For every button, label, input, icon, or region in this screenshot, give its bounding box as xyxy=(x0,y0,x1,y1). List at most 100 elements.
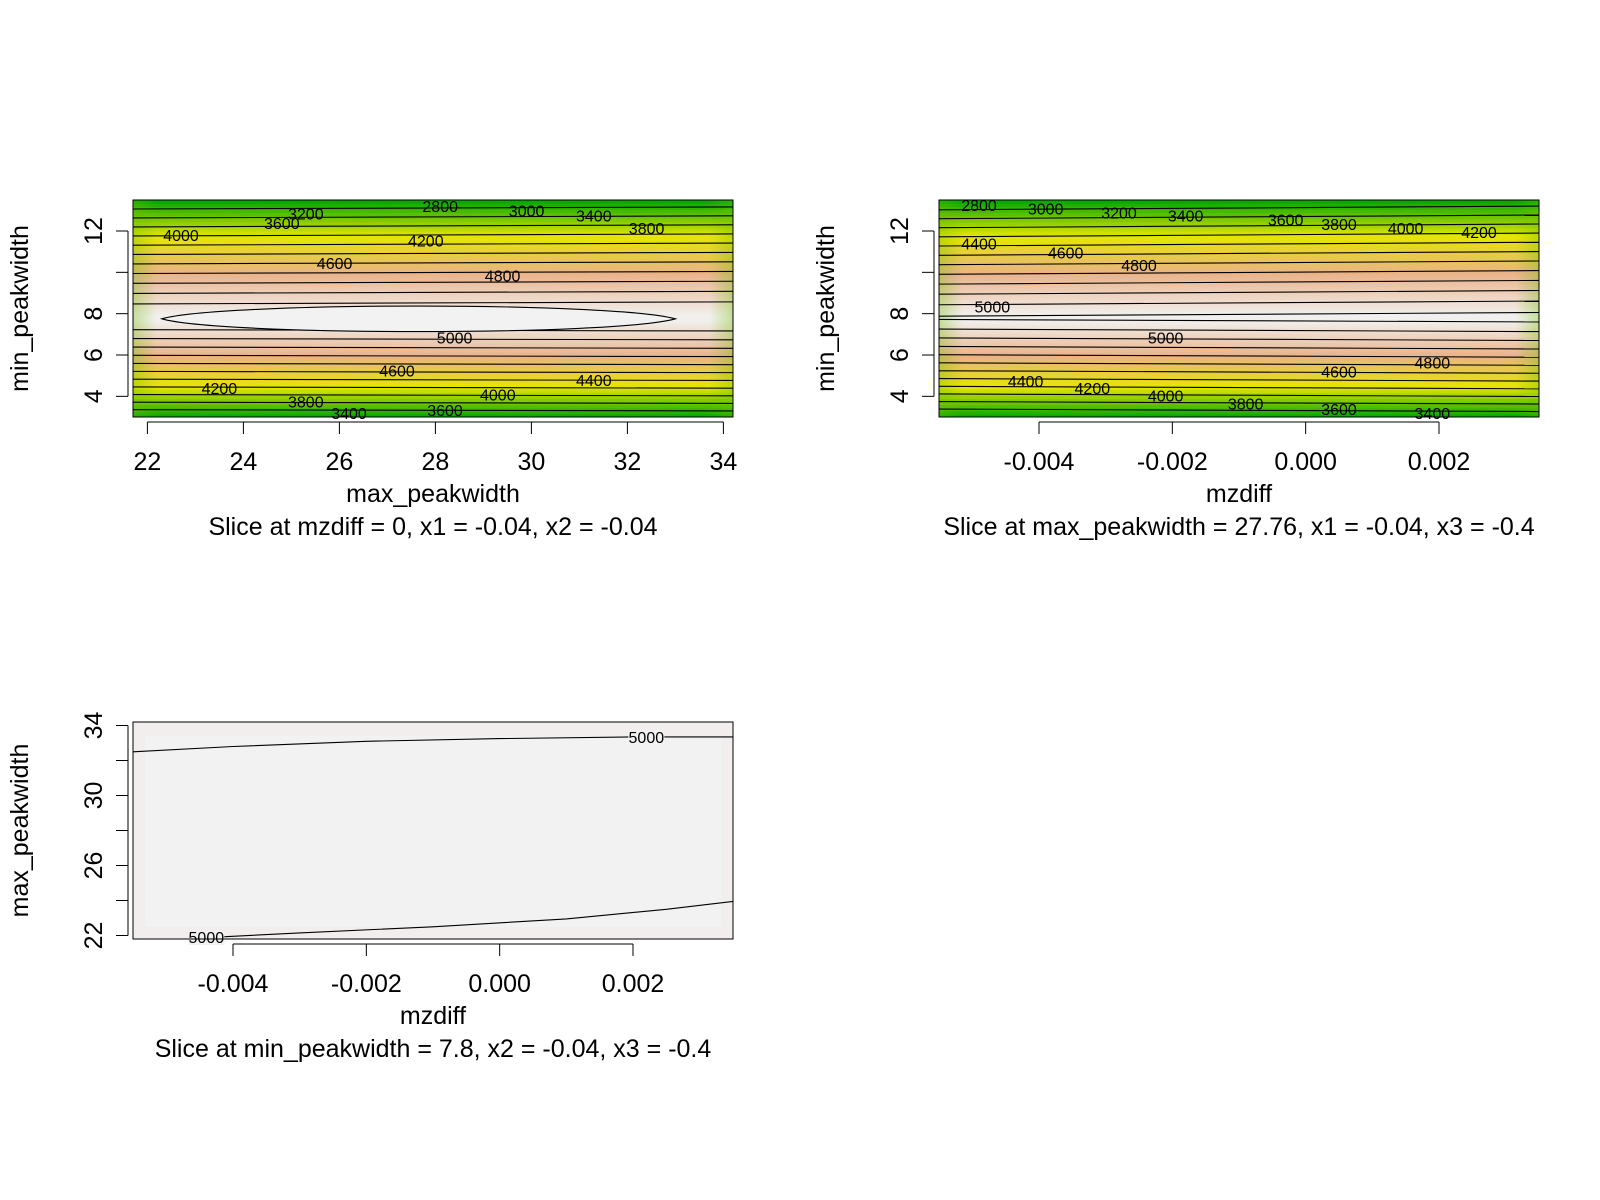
contour-line xyxy=(939,205,1539,211)
closed-contour xyxy=(159,305,678,333)
contour-line xyxy=(133,338,733,341)
x-tick-label: -0.002 xyxy=(331,970,402,998)
x-axis-title: mzdiff xyxy=(1206,480,1272,508)
contour-label: 4400 xyxy=(576,373,612,390)
contour-line xyxy=(939,328,1539,333)
contour-line xyxy=(133,270,733,275)
contour-label: 3000 xyxy=(1028,201,1064,218)
y-tick-label: 12 xyxy=(80,217,108,245)
contour-line xyxy=(133,290,733,294)
contour-line xyxy=(133,206,733,210)
contour-label: 4200 xyxy=(1075,381,1111,398)
contour-line xyxy=(133,401,733,404)
contour-label-gap xyxy=(628,730,665,745)
contour-label: 4800 xyxy=(485,268,521,285)
contour-label: 3600 xyxy=(1321,402,1357,419)
contour-line xyxy=(939,270,1539,275)
x-tick-label: 30 xyxy=(517,448,545,476)
x-tick-label: 0.002 xyxy=(602,970,665,998)
plot-frame xyxy=(132,199,734,418)
contour-label: 5000 xyxy=(437,330,473,347)
contour-label: 4000 xyxy=(1388,221,1424,238)
slice-caption: Slice at max_peakwidth = 27.76, x1 = -0.… xyxy=(943,513,1534,541)
contour-line xyxy=(939,214,1539,220)
contour-line xyxy=(939,393,1539,398)
y-tick-label: 26 xyxy=(80,852,108,880)
contour-label: 3600 xyxy=(1268,213,1304,230)
contour-label: 4000 xyxy=(1148,388,1184,405)
x-tick-label: 34 xyxy=(709,448,737,476)
contour-label: 3200 xyxy=(288,206,324,223)
contour-label: 3600 xyxy=(264,216,300,233)
contour-line xyxy=(939,385,1539,390)
x-tick-label: -0.004 xyxy=(1004,448,1075,476)
contour-line xyxy=(939,318,1539,323)
contour-label: 4200 xyxy=(408,233,444,250)
y-tick-label: 6 xyxy=(886,348,914,362)
contour-lines xyxy=(133,206,733,412)
x-tick-label: 24 xyxy=(229,448,257,476)
x-tick-label: 0.000 xyxy=(468,970,531,998)
slice-caption: Slice at mzdiff = 0, x1 = -0.04, x2 = -0… xyxy=(208,513,657,541)
contour-panel-1: 2800 3000 3200 3400 3600 3800 4000 4200 4600 4800… xyxy=(6,199,737,541)
contour-line xyxy=(212,900,733,938)
contour-label: 4600 xyxy=(1321,365,1357,382)
y-axis-title: max_peakwidth xyxy=(6,744,34,918)
contour-label: 4400 xyxy=(961,236,997,253)
contour-line xyxy=(939,223,1539,229)
y-tick-label: 8 xyxy=(886,307,914,321)
contour-label: 4000 xyxy=(480,387,516,404)
contour-line xyxy=(939,279,1539,285)
contour-label: 3800 xyxy=(288,395,324,412)
contour-label: 3400 xyxy=(331,406,367,423)
y-tick-label: 30 xyxy=(80,782,108,810)
contour-label: 5000 xyxy=(975,299,1011,316)
contour-line xyxy=(133,233,733,237)
contour-label: 4200 xyxy=(1461,225,1497,242)
slice-caption: Slice at min_peakwidth = 7.8, x2 = -0.04… xyxy=(155,1035,712,1063)
x-tick-label: -0.004 xyxy=(198,970,269,998)
x-tick-label: 0.002 xyxy=(1408,448,1471,476)
contour-label: 4200 xyxy=(202,381,238,398)
contour-label: 4800 xyxy=(1415,355,1451,372)
contour-line xyxy=(939,232,1539,238)
contour-label: 2800 xyxy=(422,199,458,216)
contour-line xyxy=(939,251,1539,256)
x-tick-label: 32 xyxy=(613,448,641,476)
contour-label: 3400 xyxy=(576,209,612,226)
contour-line xyxy=(939,345,1539,350)
contour-line xyxy=(133,362,733,366)
contour-label-gap xyxy=(188,931,225,946)
contour-line xyxy=(939,311,1539,317)
contour-label: 4600 xyxy=(1048,246,1084,263)
contour-label: 3200 xyxy=(1101,205,1137,222)
contour-label: 3800 xyxy=(629,221,665,238)
contour-label: 3600 xyxy=(427,403,463,420)
y-tick-label: 8 xyxy=(80,307,108,321)
contour-line xyxy=(939,300,1539,306)
contour-line xyxy=(939,337,1539,342)
contour-line xyxy=(133,378,733,382)
contour-label: 4600 xyxy=(317,256,353,273)
fill-interior xyxy=(145,736,721,927)
contour-label: 5000 xyxy=(1148,330,1184,347)
x-tick-label: 22 xyxy=(133,448,161,476)
contour-line xyxy=(939,260,1539,266)
contour-line xyxy=(133,261,733,265)
contour-line xyxy=(939,362,1539,366)
contour-label: 5000 xyxy=(629,730,665,747)
contour-line xyxy=(939,408,1539,413)
contour-line xyxy=(939,354,1539,358)
contour-line xyxy=(133,242,733,246)
x-axis-title: mzdiff xyxy=(400,1002,466,1030)
contour-label: 4800 xyxy=(1121,258,1157,275)
x-tick-label: 28 xyxy=(421,448,449,476)
contour-line xyxy=(133,280,733,284)
contour-line xyxy=(133,394,733,397)
contour-line xyxy=(939,241,1539,247)
contour-line xyxy=(133,224,733,228)
contour-label: 4000 xyxy=(163,228,199,245)
plot-frame xyxy=(132,721,734,940)
y-axis-title: min_peakwidth xyxy=(812,225,840,392)
